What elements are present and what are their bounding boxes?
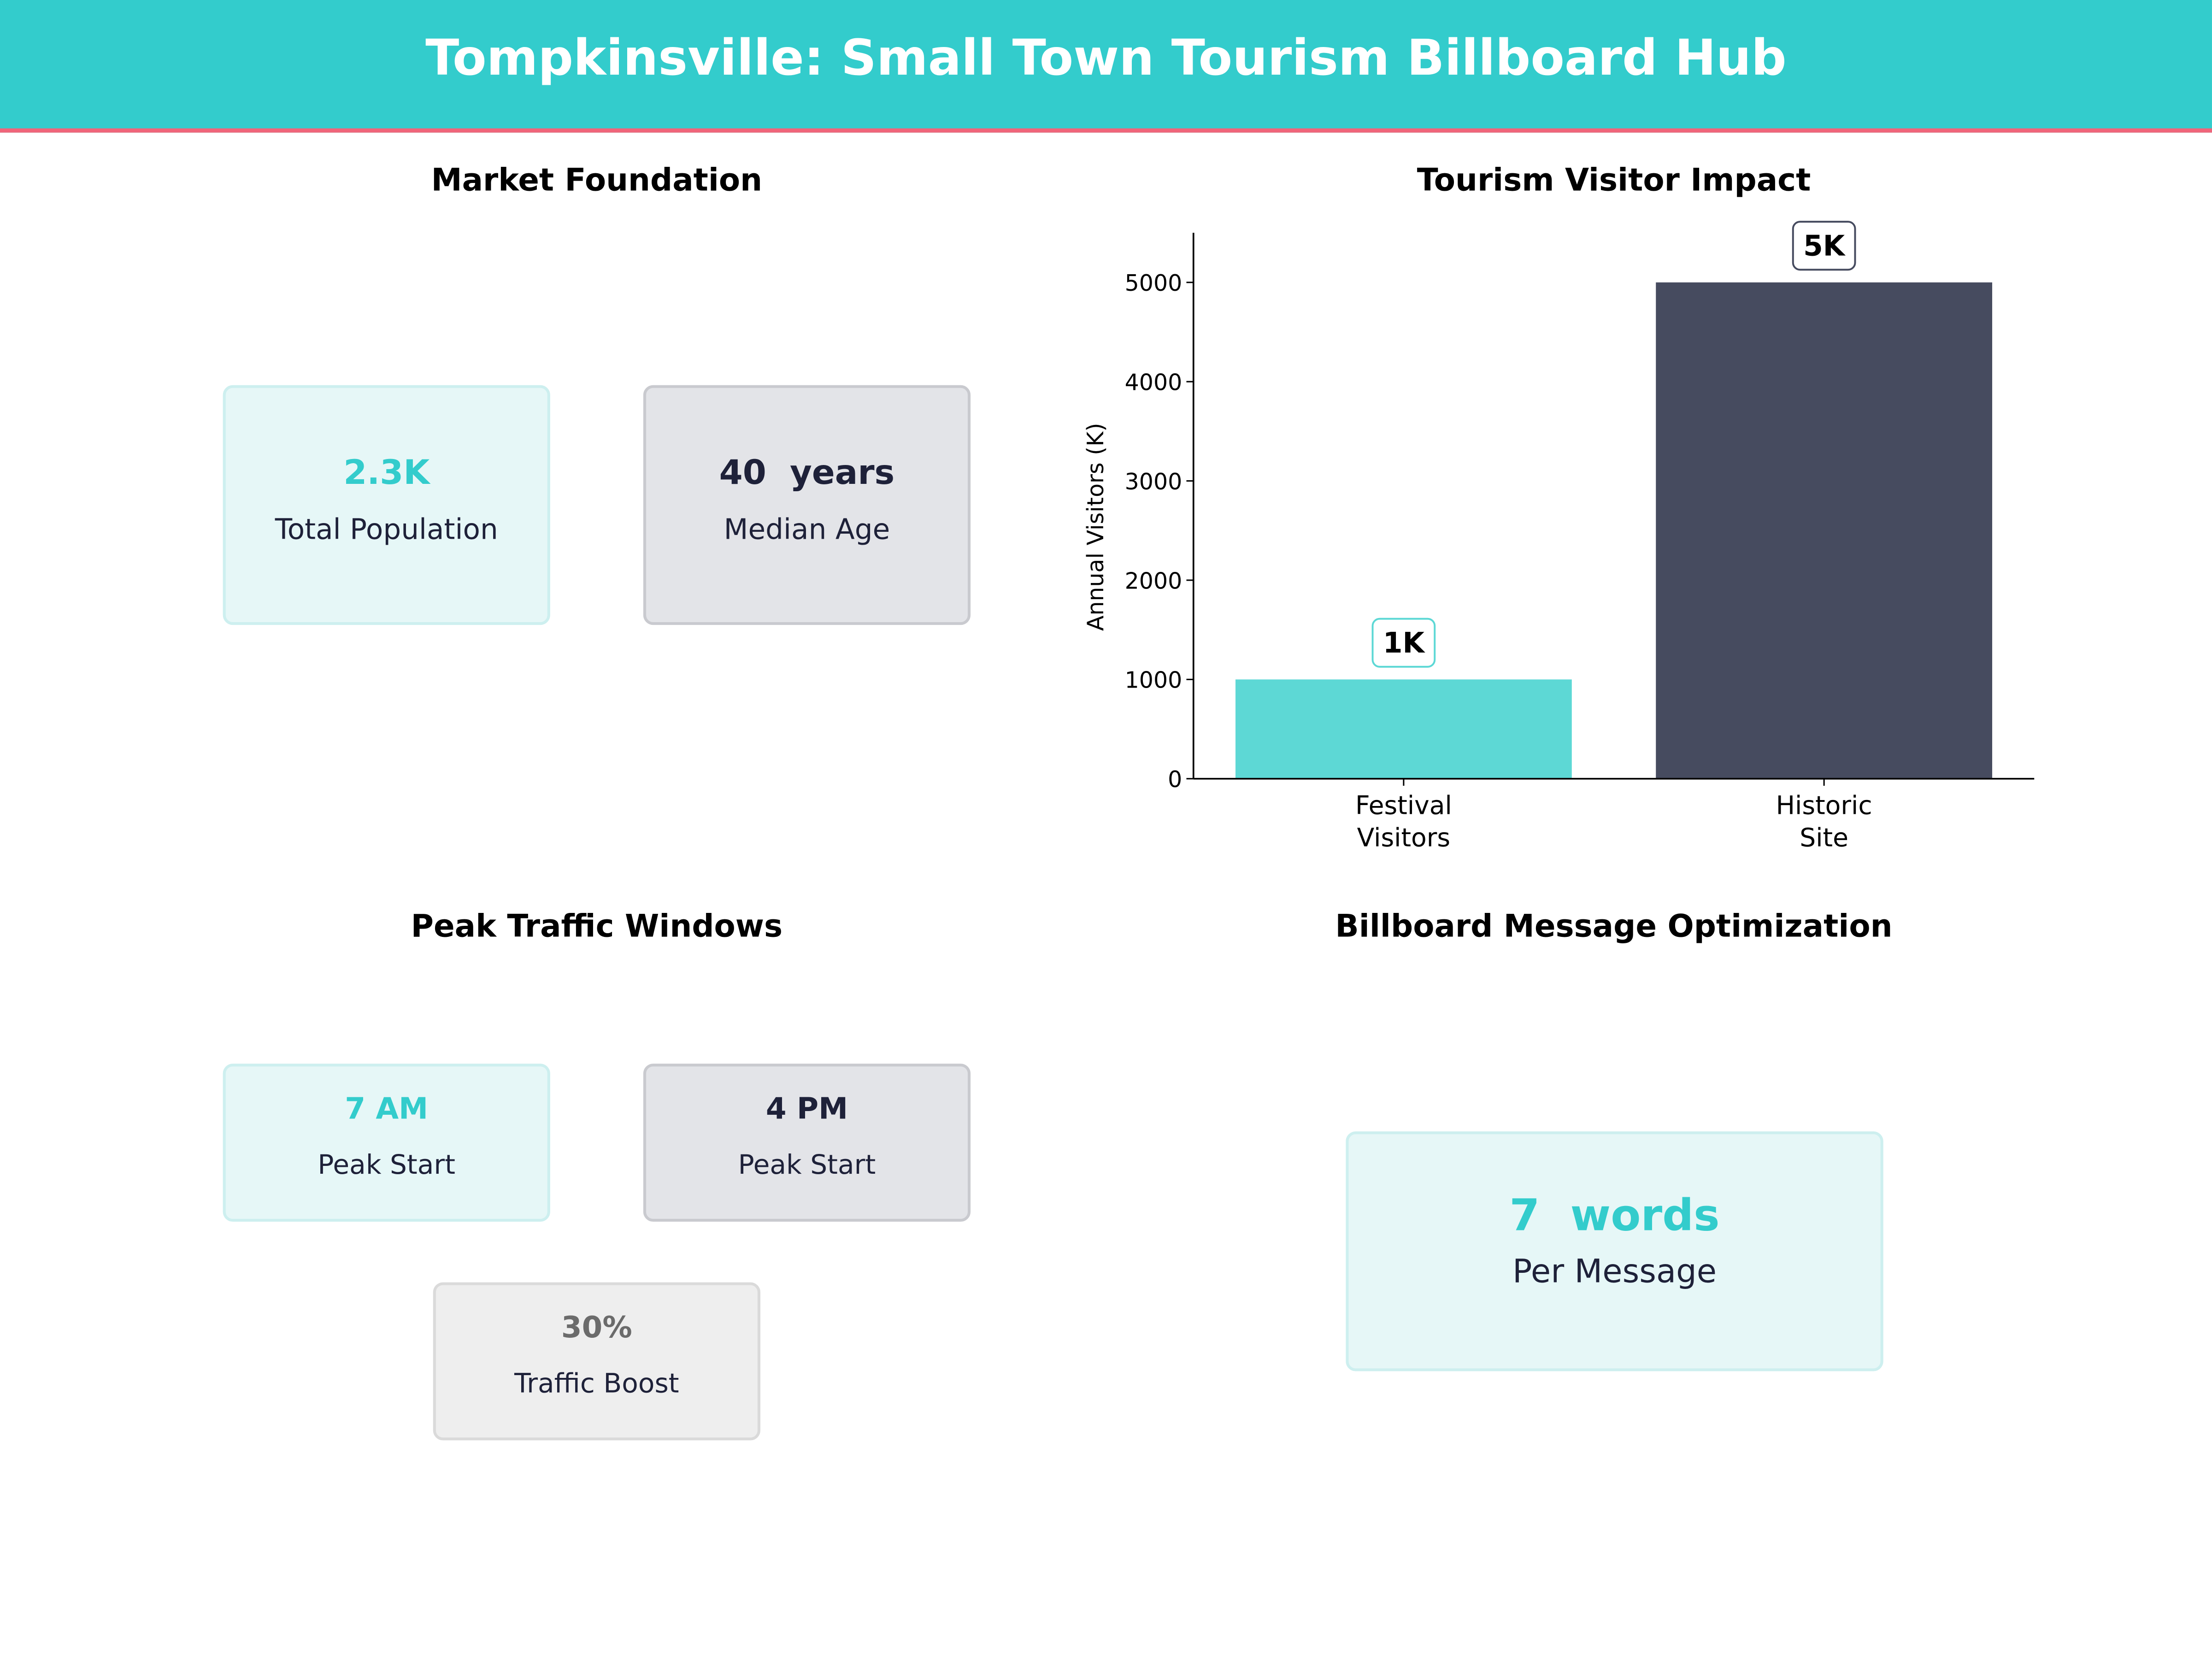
chart-title: Tourism Visitor Impact [1417,164,1811,199]
card-value: 40 years [719,453,895,493]
data-label: 1K [1383,627,1426,659]
y-tick-label: 5000 [1125,270,1182,296]
card-label: Traffic Boost [514,1368,679,1400]
peak-traffic-title: Peak Traffic Windows [411,910,783,946]
y-tick-label: 1000 [1125,667,1182,694]
billboard-optimization-title: Billboard Message Optimization [1335,910,1893,946]
card-label: Peak Start [318,1149,456,1181]
card-label: Per Message [1512,1254,1717,1291]
card-value: 4 PM [765,1092,848,1126]
y-tick-label: 0 [1168,766,1182,793]
traffic-boost-card: 30% Traffic Boost [433,1282,760,1441]
y-tick-label: 2000 [1125,568,1182,594]
total-population-card: 2.3K Total Population [223,385,550,625]
x-tick-label: Visitors [1357,823,1450,853]
data-label-box [1371,618,1436,668]
y-axis-label: Annual Visitors (K) [1082,423,1109,631]
x-tick-label: Site [1800,823,1848,853]
peak-start-am-card: 7 AM Peak Start [223,1064,550,1222]
card-label: Total Population [275,512,498,546]
header-banner: Tompkinsville: Small Town Tourism Billbo… [0,0,2212,133]
page-title: Tompkinsville: Small Town Tourism Billbo… [425,31,1787,88]
x-tick-label: Festival [1355,790,1452,820]
y-tick-label: 4000 [1125,370,1182,396]
data-label-box [1792,221,1856,271]
x-tick-label: Historic [1776,790,1872,820]
bar-1 [1656,282,1993,779]
bar-0 [1235,679,1572,779]
card-label: Median Age [724,512,890,546]
card-value: 7 AM [345,1092,429,1126]
peak-start-pm-card: 4 PM Peak Start [643,1064,971,1222]
card-value: 7 words [1509,1190,1720,1241]
data-label: 5K [1803,230,1846,263]
words-per-message-card: 7 words Per Message [1346,1131,1883,1371]
card-value: 30% [561,1310,632,1345]
median-age-card: 40 years Median Age [643,385,971,625]
market-foundation-title: Market Foundation [431,164,763,199]
y-tick-label: 3000 [1125,469,1182,495]
card-value: 2.3K [343,453,430,493]
card-label: Peak Start [738,1149,876,1181]
